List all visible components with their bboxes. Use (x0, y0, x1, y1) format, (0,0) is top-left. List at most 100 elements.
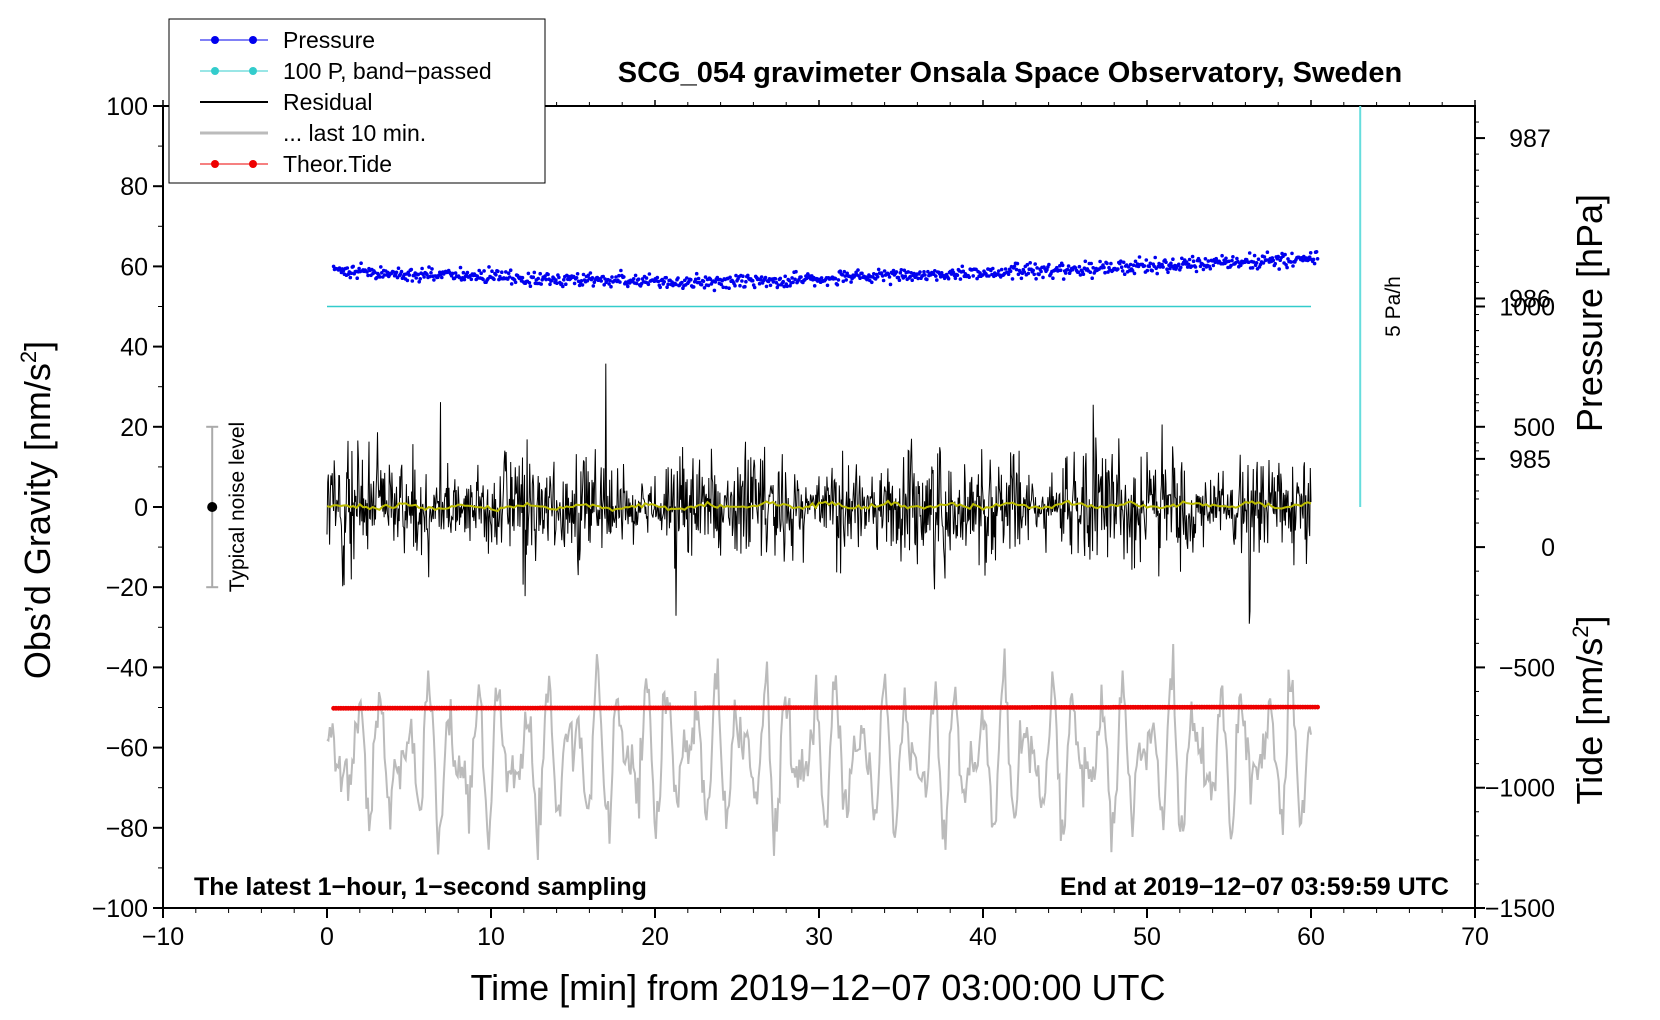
pressure-point (1312, 261, 1317, 266)
pressure-point (1103, 270, 1107, 275)
pressure-point (1179, 265, 1183, 270)
legend-marker (249, 67, 257, 75)
pressure-point (738, 283, 742, 288)
rate-bar: 5 Pa/h (1359, 106, 1405, 507)
pressure-point (1105, 261, 1109, 266)
pressure-point (782, 284, 786, 289)
pressure-point (702, 286, 707, 290)
pressure-point (526, 271, 531, 276)
pressure-point (1076, 270, 1081, 275)
pressure-point (694, 271, 699, 276)
pressure-point (734, 273, 738, 278)
legend-marker (211, 67, 219, 75)
pressure-point (1256, 257, 1261, 262)
legend-label: ... last 10 min. (283, 120, 426, 146)
pressure-point (1165, 267, 1169, 272)
pressure-point (703, 275, 708, 279)
pressure-point (701, 279, 706, 284)
pressure-point (396, 266, 401, 271)
theor-tide-series (331, 704, 1320, 711)
pressure-point (572, 281, 577, 286)
pressure-point (712, 288, 717, 293)
tide-tick-label: −1000 (1485, 775, 1555, 803)
pressure-point (882, 269, 887, 273)
pressure-point (1189, 264, 1194, 269)
pressure-point (407, 273, 412, 277)
pressure-point (699, 282, 704, 287)
y-tick-label: 20 (120, 414, 148, 442)
pressure-point (793, 277, 797, 282)
pressure-point (1055, 265, 1059, 270)
pressure-point (1211, 263, 1216, 268)
pressure-point (845, 271, 849, 276)
pressure-point (960, 264, 965, 269)
pressure-point (836, 278, 841, 282)
tide-tick-label: 500 (1513, 414, 1555, 442)
pressure-point (490, 269, 494, 274)
pressure-point (618, 280, 622, 284)
pressure-point (763, 275, 768, 280)
pressure-point (1090, 276, 1094, 281)
pressure-point (440, 275, 444, 280)
pressure-point (819, 276, 824, 280)
pressure-point (1197, 258, 1202, 263)
pressure-point (886, 272, 891, 277)
pressure-point (923, 273, 927, 277)
pressure-point (617, 273, 621, 278)
pressure-point (656, 279, 661, 284)
pressure-point (640, 277, 645, 281)
y-tick-label: 60 (120, 253, 148, 281)
pressure-point (922, 270, 926, 274)
pressure-point (833, 276, 838, 281)
pressure-point (766, 279, 771, 284)
y-tick-label: 0 (134, 494, 148, 522)
noise-level-label: Typical noise level (226, 422, 249, 592)
pressure-point (1186, 262, 1191, 267)
pressure-point (614, 275, 618, 279)
pressure-point (1034, 277, 1038, 281)
pressure-tick-label: 985 (1509, 446, 1551, 474)
pressure-point (1130, 268, 1135, 273)
pressure-point (658, 285, 662, 290)
pressure-point (1144, 258, 1149, 262)
pressure-point (664, 275, 668, 280)
tide-axis-label-prefix: Tide [nm/s (1569, 638, 1610, 805)
pressure-point (691, 285, 696, 289)
pressure-point (1251, 260, 1256, 264)
pressure-point (1010, 277, 1015, 281)
pressure-point (876, 267, 881, 272)
pressure-point (1242, 260, 1247, 265)
pressure-point (825, 283, 830, 288)
pressure-point (934, 274, 938, 278)
pressure-point (1014, 267, 1019, 272)
pressure-point (1039, 269, 1043, 274)
pressure-point (894, 270, 899, 274)
pressure-point (554, 278, 558, 282)
pressure-point (958, 277, 963, 281)
pressure-point (1283, 252, 1287, 257)
pressure-point (1314, 250, 1319, 254)
pressure-point (405, 278, 410, 283)
pressure-point (418, 277, 423, 281)
pressure-point (1008, 269, 1013, 274)
pressure-point (428, 274, 432, 279)
pressure-point (494, 273, 498, 277)
pressure-point (646, 282, 651, 287)
pressure-point (999, 267, 1004, 272)
y-tick-label: −80 (106, 815, 148, 843)
pressure-point (666, 282, 670, 287)
pressure-point (414, 276, 419, 280)
pressure-point (610, 275, 614, 279)
pressure-point (925, 277, 929, 282)
pressure-point (513, 280, 518, 285)
pressure-point (773, 277, 778, 281)
pressure-point (778, 276, 783, 281)
pressure-point (496, 269, 500, 274)
pressure-point (1077, 264, 1082, 269)
pressure-point (1271, 258, 1276, 263)
pressure-point (1277, 267, 1281, 271)
tide-tick-label: 0 (1541, 534, 1555, 562)
pressure-point (1239, 263, 1243, 268)
pressure-point (1150, 268, 1154, 273)
pressure-series (331, 250, 1320, 293)
